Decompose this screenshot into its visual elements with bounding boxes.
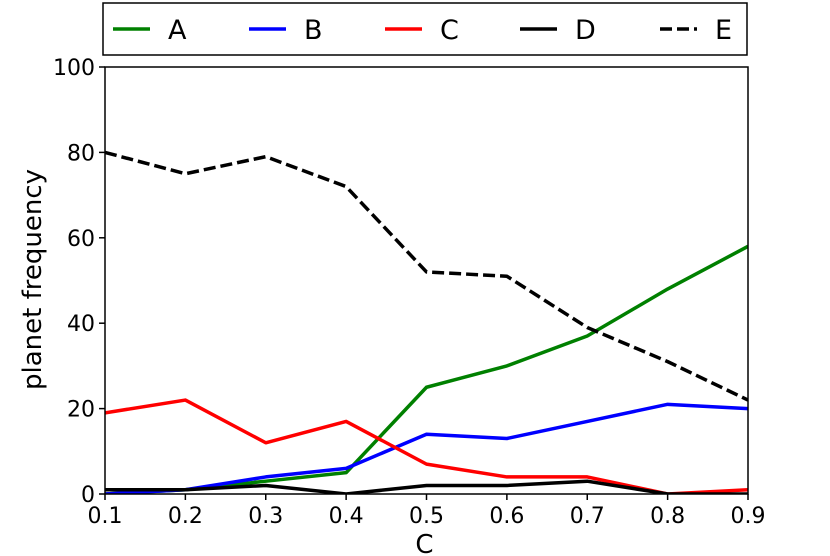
x-tick-label: 0.7 (570, 504, 605, 529)
series-line-b (105, 402, 748, 494)
y-tick-label: 100 (53, 56, 95, 81)
legend: A B C D E (102, 2, 748, 56)
legend-label-d: D (575, 15, 596, 46)
series-line-e (105, 150, 748, 402)
y-tick-label: 60 (67, 227, 95, 252)
y-tick-label: 0 (81, 483, 95, 508)
plot-area (105, 150, 748, 494)
x-tick-label: 0.3 (248, 504, 283, 529)
x-tick-label: 0.1 (88, 504, 123, 529)
x-tick-label: 0.6 (489, 504, 524, 529)
legend-frame (102, 2, 748, 56)
y-tick-label: 40 (67, 312, 95, 337)
x-tick-label: 0.4 (329, 504, 364, 529)
legend-label-e: E (715, 15, 732, 46)
plot-frame (104, 66, 749, 495)
y-tick-label: 20 (67, 398, 95, 423)
y-tick-label: 80 (67, 141, 95, 166)
legend-label-b: B (304, 15, 323, 46)
x-tick-label: 0.8 (650, 504, 685, 529)
x-axis-title: C (415, 530, 433, 556)
x-tick-label: 0.9 (731, 504, 766, 529)
legend-label-c: C (440, 15, 459, 46)
series-line-c (105, 398, 748, 494)
x-tick-label: 0.5 (409, 504, 444, 529)
y-axis-title: planet frequency (18, 169, 48, 390)
x-tick-label: 0.2 (168, 504, 203, 529)
series-line-a (105, 244, 748, 494)
legend-label-a: A (168, 15, 187, 46)
series-line-d (105, 479, 748, 494)
